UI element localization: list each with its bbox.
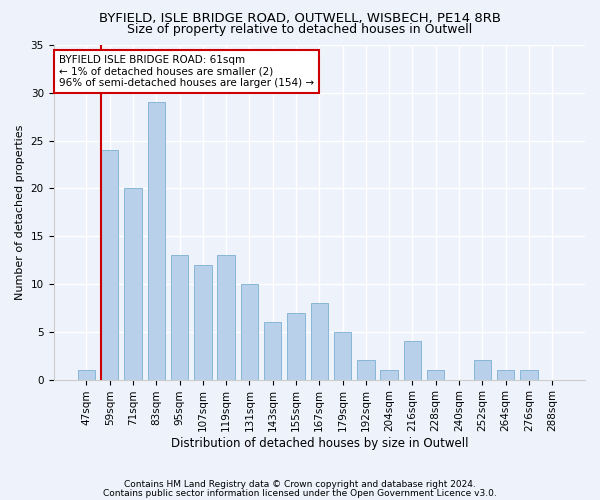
Bar (264, 322, 281, 380)
Bar (311, 303, 328, 380)
Text: BYFIELD, ISLE BRIDGE ROAD, OUTWELL, WISBECH, PE14 8RB: BYFIELD, ISLE BRIDGE ROAD, OUTWELL, WISB… (99, 12, 501, 25)
Text: Contains HM Land Registry data © Crown copyright and database right 2024.: Contains HM Land Registry data © Crown c… (124, 480, 476, 489)
Text: Size of property relative to detached houses in Outwell: Size of property relative to detached ho… (127, 22, 473, 36)
Bar (171, 256, 188, 380)
Bar (334, 332, 351, 380)
Bar (101, 150, 118, 380)
Bar (497, 370, 514, 380)
Bar (241, 284, 258, 380)
Bar (194, 265, 212, 380)
Bar (404, 342, 421, 380)
Y-axis label: Number of detached properties: Number of detached properties (15, 124, 25, 300)
Bar (124, 188, 142, 380)
Bar (427, 370, 445, 380)
Bar (473, 360, 491, 380)
Text: BYFIELD ISLE BRIDGE ROAD: 61sqm
← 1% of detached houses are smaller (2)
96% of s: BYFIELD ISLE BRIDGE ROAD: 61sqm ← 1% of … (59, 55, 314, 88)
X-axis label: Distribution of detached houses by size in Outwell: Distribution of detached houses by size … (170, 437, 468, 450)
Bar (380, 370, 398, 380)
Bar (520, 370, 538, 380)
Bar (357, 360, 374, 380)
Text: Contains public sector information licensed under the Open Government Licence v3: Contains public sector information licen… (103, 489, 497, 498)
Bar (77, 370, 95, 380)
Bar (287, 312, 305, 380)
Bar (217, 256, 235, 380)
Bar (148, 102, 165, 380)
